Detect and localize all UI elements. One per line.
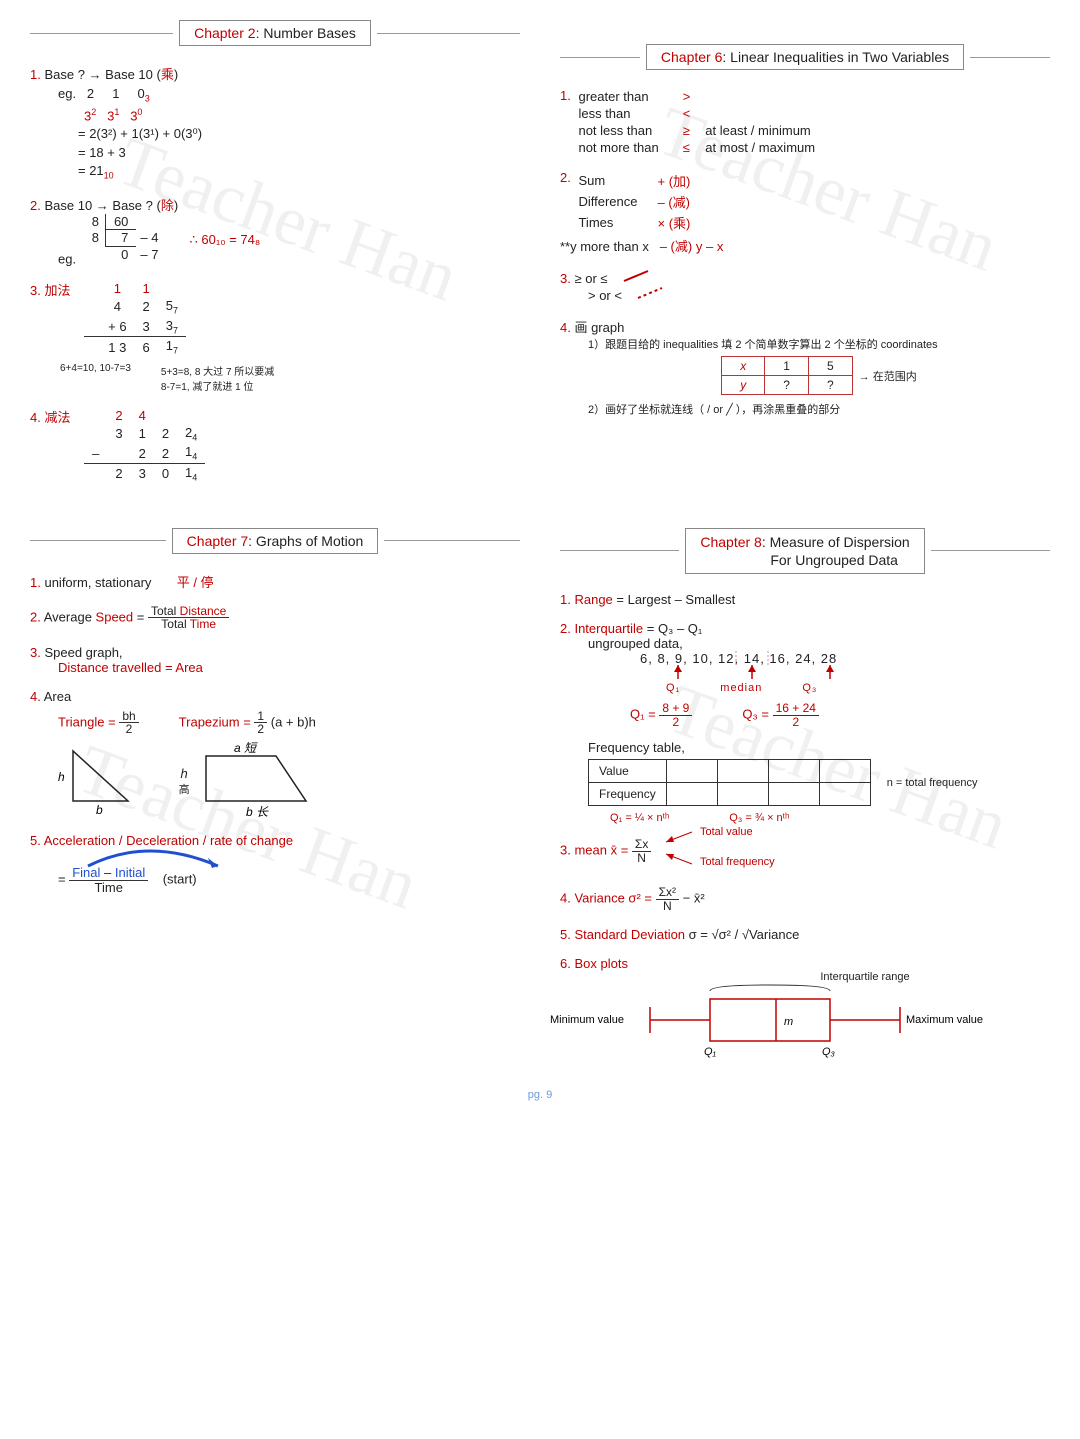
ch8-item-3: 3. mean x̄ = ΣxN Total value Total frequ… — [560, 838, 1050, 864]
chapter-8-header: Chapter 8: Measure of Dispersion For Ung… — [560, 528, 1050, 574]
chapter-7-panel: Teacher Han Chapter 7: Graphs of Motion … — [30, 528, 520, 1069]
triangle-icon: h b — [58, 746, 138, 816]
ch7-item-4: 4. Area Triangle = bh2 h b Trapezium = — [30, 689, 520, 819]
chapter-8-panel: Teacher Han Chapter 8: Measure of Disper… — [560, 528, 1050, 1069]
chapter-2-num: Chapter 2 — [194, 25, 255, 41]
ch6-item-1: 1. greater than> less than< not less tha… — [560, 88, 1050, 156]
ch2-item-1: 1. Base ? → Base 10 (乘) eg. 2 1 03 32 31… — [30, 64, 520, 181]
chapter-6-panel: Teacher Han Chapter 6: Linear Inequaliti… — [560, 20, 1050, 498]
ch8-item-4: 4. Variance σ² = Σx²N − x̄² — [560, 886, 1050, 912]
ch2-item-3: 3. 加法 11 4257 + 6337 1 3617 6+4=10, 10-7… — [30, 280, 520, 393]
frequency-table: Value Frequency — [588, 759, 871, 806]
ch8-item-1: 1. Range = Largest – Smallest — [560, 592, 1050, 607]
ch7-item-5: 5. Acceleration / Deceleration / rate of… — [30, 833, 520, 894]
svg-text:a 短: a 短 — [234, 741, 258, 755]
ch6-item-3: 3. ≥ or ≤ > or < — [560, 269, 1050, 303]
quartile-markers-icon — [634, 665, 894, 705]
box-plot-diagram: Minimum value Maximum value m Q₁ Q₃ — [600, 985, 920, 1055]
ch7-item-1: 1. uniform, stationary 平 / 停 — [30, 572, 520, 591]
chapter-6-header: Chapter 6: Linear Inequalities in Two Va… — [560, 44, 1050, 70]
svg-text:Q₃: Q₃ — [822, 1046, 836, 1058]
long-division: 860 87– 4 0– 7 — [86, 214, 160, 264]
ch2-item-2: 2. Base 10 → Base ? (除) eg. 860 87– 4 0–… — [30, 195, 520, 267]
solid-line-icon — [622, 269, 652, 283]
coord-table: x15 y?? — [721, 356, 852, 395]
chapter-7-header: Chapter 7: Graphs of Motion — [30, 528, 520, 554]
ch6-item-4: 4. 画 graph 1）跟题目给的 inequalities 填 2 个简单数… — [560, 317, 1050, 417]
ch2-item-4: 4. 减法 24 31224 –2214 23014 — [30, 407, 520, 484]
division-result: ∴ 60₁₀ = 74₈ — [189, 232, 260, 248]
chapter-2-panel: Teacher Han Chapter 2: Number Bases 1. B… — [30, 20, 520, 498]
svg-text:b 长: b 长 — [246, 805, 269, 819]
dashed-line-icon — [636, 286, 666, 300]
svg-text:m: m — [784, 1016, 793, 1028]
svg-text:Minimum value: Minimum value — [550, 1014, 624, 1026]
chapter-2-header: Chapter 2: Number Bases — [30, 20, 520, 46]
page-footer: pg. 9 — [30, 1089, 1050, 1101]
svg-text:h: h — [58, 770, 65, 784]
arrow-icon — [68, 844, 248, 870]
svg-text:Q₁: Q₁ — [704, 1046, 717, 1058]
ch8-item-5: 5. Standard Deviation σ = √σ² / √Varianc… — [560, 927, 1050, 942]
svg-text:b: b — [96, 803, 103, 817]
ch7-item-2: 2. Average Speed = Total Distance Total … — [30, 605, 520, 631]
trapezium-icon: a 短 b 长 — [196, 746, 316, 818]
ch8-item-2: 2. Interquartile = Q₃ – Q₁ ungrouped dat… — [560, 621, 1050, 824]
ch7-item-3: 3. Speed graph, Distance travelled = Are… — [30, 645, 520, 675]
ch6-item-2: 2. Sum+ (加) Difference– (减) Times× (乘) *… — [560, 170, 1050, 255]
svg-text:Maximum value: Maximum value — [906, 1014, 983, 1026]
chapter-2-title: : Number Bases — [256, 25, 356, 41]
ch8-item-6: 6. Box plots Interquartile range Minimum — [560, 956, 1050, 1055]
